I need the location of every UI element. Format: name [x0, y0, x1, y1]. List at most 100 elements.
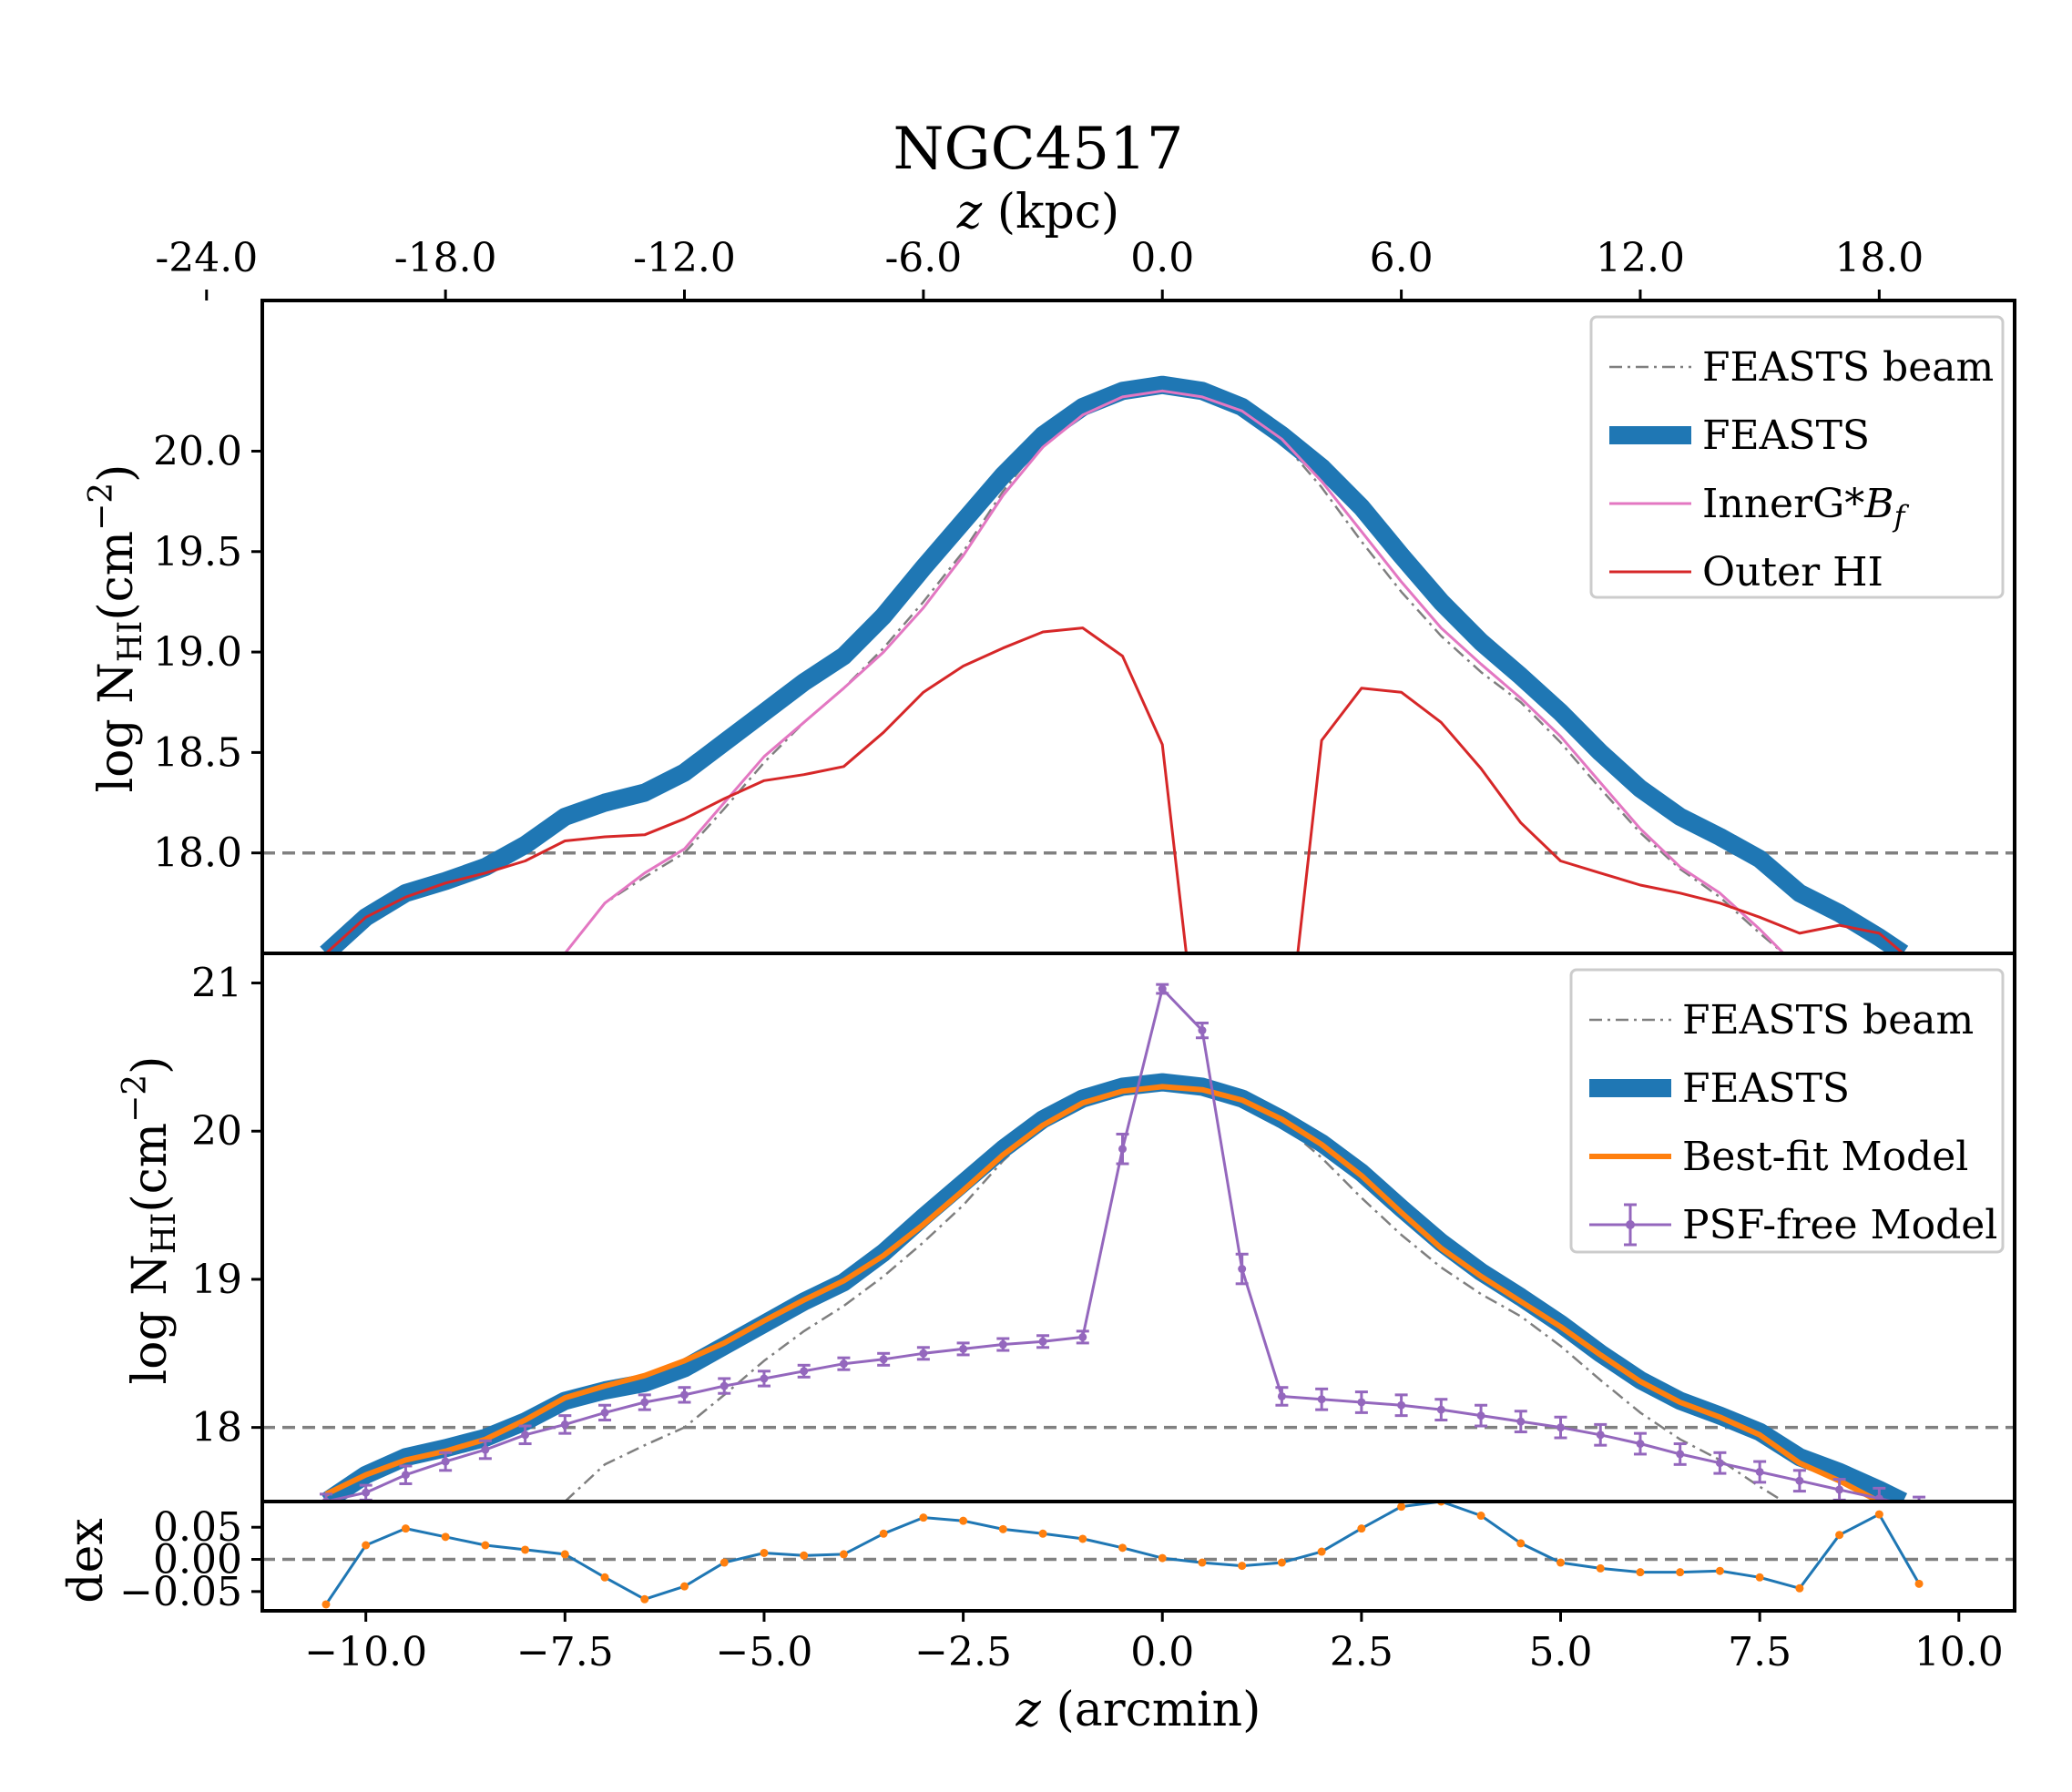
- psf-point: [1835, 1485, 1844, 1494]
- residual-point: [1238, 1562, 1247, 1571]
- psf-point: [1557, 1423, 1566, 1432]
- ytick-label: 21: [191, 961, 242, 1007]
- psf-point: [401, 1471, 410, 1480]
- legend-label: FEASTS beam: [1702, 344, 1994, 391]
- residual-point: [1755, 1573, 1764, 1582]
- residual-point: [1397, 1502, 1406, 1512]
- residual-point: [1676, 1568, 1685, 1577]
- psf-point: [1357, 1398, 1366, 1407]
- ytick-label: 0.00: [153, 1537, 242, 1583]
- xlabel-bottom: z (arcmin): [1016, 1683, 1261, 1737]
- residual-point: [998, 1524, 1007, 1533]
- xtick-label: 7.5: [1728, 1629, 1791, 1675]
- legend-label: PSF-free Model: [1682, 1202, 1997, 1248]
- legend-label: FEASTS: [1702, 412, 1870, 459]
- residual-point: [839, 1550, 848, 1559]
- psf-point: [760, 1374, 769, 1383]
- psf-point: [640, 1398, 649, 1407]
- legend-swatch-point: [1626, 1220, 1635, 1229]
- series-best-fit-model-middle: [324, 1084, 1886, 1502]
- psf-point: [1636, 1440, 1645, 1449]
- residual-point: [441, 1532, 450, 1542]
- top-xtick-label: -24.0: [155, 235, 258, 281]
- psf-point: [1436, 1405, 1445, 1414]
- psf-point: [1516, 1417, 1526, 1426]
- psf-point: [1755, 1467, 1764, 1476]
- residual-point: [1636, 1568, 1645, 1577]
- xtick-label: −2.5: [914, 1629, 1012, 1675]
- residual-point: [1795, 1583, 1804, 1593]
- psf-point: [1397, 1400, 1406, 1410]
- ytick-label: 18: [191, 1405, 242, 1451]
- series-innerg-b-top: [564, 389, 1785, 953]
- top-axis-label-unit: (kpc): [982, 185, 1119, 239]
- series-feasts-top: [320, 375, 1909, 953]
- ylabel-middle: log NHI(cm−2): [117, 1056, 183, 1385]
- legend-top: FEASTS beam FEASTS InnerG*Bf Outer HI: [1589, 315, 2005, 599]
- residual-point: [680, 1582, 689, 1591]
- legend-box: [1569, 968, 2005, 1254]
- residual-point: [600, 1573, 609, 1582]
- psf-point: [879, 1355, 888, 1364]
- residual-point: [1557, 1558, 1566, 1567]
- psf-point: [1676, 1450, 1685, 1459]
- psf-point: [1476, 1411, 1485, 1420]
- residual-point: [401, 1524, 410, 1533]
- psf-point: [521, 1431, 530, 1440]
- psf-point: [441, 1457, 450, 1466]
- residual-point: [800, 1551, 809, 1560]
- ytick-label: 20.0: [153, 428, 242, 474]
- top-axis-ticks: -24.0-18.0-12.0-6.00.06.012.018.024.0: [155, 235, 1924, 300]
- residual-point: [1118, 1543, 1128, 1553]
- psf-point: [1118, 1145, 1128, 1154]
- psf-point: [839, 1359, 848, 1369]
- residual-point: [1835, 1531, 1844, 1540]
- ylabel-top: log NHI(cm−2): [83, 464, 149, 793]
- series-feasts-beam-top: [564, 387, 1785, 953]
- xtick-label: 0.0: [1130, 1629, 1194, 1675]
- residual-point: [879, 1529, 888, 1538]
- ytick-label: 20: [191, 1108, 242, 1155]
- ytick-label: 19.0: [153, 629, 242, 676]
- chart-title: NGC4517: [893, 116, 1184, 183]
- residual-point: [1914, 1579, 1924, 1588]
- residual-point: [1715, 1566, 1724, 1575]
- panel-bottom: 0.050.00−0.05 −10.0 −7.5 −5.0 −2.5 0.0 2.5 5.0…: [119, 1502, 2015, 1675]
- panel-middle: 18 19 20 21 FEASTS beam FEASTS Best-fit Model…: [191, 961, 2015, 1512]
- residual-point: [1874, 1510, 1883, 1519]
- top-axis-label: z (kpc): [956, 185, 1119, 239]
- psf-point: [720, 1381, 729, 1390]
- ytick-label: 18.5: [153, 729, 242, 776]
- frame-bottom: [260, 1500, 2016, 1613]
- psf-point: [680, 1390, 689, 1400]
- psf-point: [1078, 1332, 1087, 1341]
- xtick-label: −10.0: [304, 1629, 427, 1675]
- residual-point: [1596, 1563, 1605, 1573]
- ytick-label: 19.5: [153, 529, 242, 575]
- residual-point: [1277, 1558, 1286, 1567]
- legend-label: Outer HI: [1702, 549, 1883, 596]
- psf-point: [998, 1340, 1007, 1349]
- xtick-label: −5.0: [716, 1629, 813, 1675]
- psf-point: [560, 1420, 569, 1429]
- residual-point: [521, 1545, 530, 1554]
- xtick-label: −7.5: [516, 1629, 614, 1675]
- legend-label: InnerG*Bf: [1702, 481, 1910, 534]
- psf-point: [1317, 1395, 1326, 1404]
- legend-label: Best-fit Model: [1682, 1134, 1968, 1180]
- psf-point: [1198, 1026, 1207, 1035]
- top-xtick-label: 6.0: [1370, 235, 1434, 281]
- series-outer-hi-top: [324, 626, 1904, 953]
- residual-point: [322, 1600, 331, 1609]
- top-xtick-label: -12.0: [633, 235, 736, 281]
- psf-point: [1596, 1431, 1605, 1440]
- psf-point: [1915, 1503, 1924, 1512]
- legend-box: [1589, 315, 2005, 599]
- legend-label: FEASTS: [1682, 1065, 1850, 1112]
- residual-point: [1038, 1529, 1047, 1538]
- residual-point: [1357, 1524, 1366, 1533]
- ylabel-bottom: dex: [59, 1518, 114, 1603]
- psf-point: [481, 1445, 490, 1454]
- top-axis-label-var: z: [956, 185, 983, 239]
